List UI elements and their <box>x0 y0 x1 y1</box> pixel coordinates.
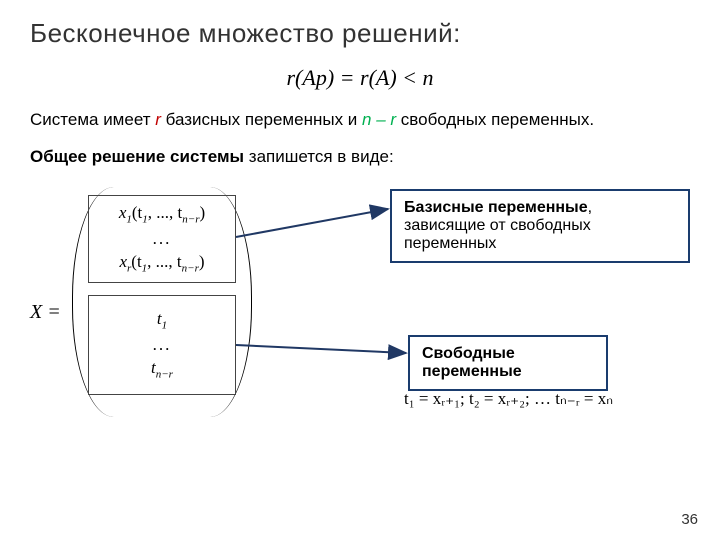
free-variables-box: t1 ... tn−r <box>88 295 236 395</box>
main-equation: r(Ap) = r(A) < n <box>30 65 690 91</box>
basis-variables-box: x1(t1, ..., tn−r) ... xr(t1, ..., tn−r) <box>88 195 236 283</box>
n-minus-r-highlight: n – r <box>362 110 396 129</box>
callout-basis: Базисные переменные, зависящие от свобод… <box>390 189 690 263</box>
free-variables-equation: t₁ = xᵣ₊₁; t₂ = xᵣ₊₂; … tₙ₋ᵣ = xₙ <box>404 389 613 409</box>
description-line-2: Общее решение системы запишется в виде: <box>30 147 690 167</box>
page-number: 36 <box>681 511 698 528</box>
slide-title: Бесконечное множество решений: <box>30 18 690 49</box>
description-line-1: Система имеет r базисных переменных и n … <box>30 109 690 131</box>
callout-free: Свободные переменные <box>408 335 608 391</box>
solution-figure: X = x1(t1, ..., tn−r) ... xr(t1, ..., tn… <box>30 181 690 441</box>
x-equals: X = <box>30 301 61 324</box>
